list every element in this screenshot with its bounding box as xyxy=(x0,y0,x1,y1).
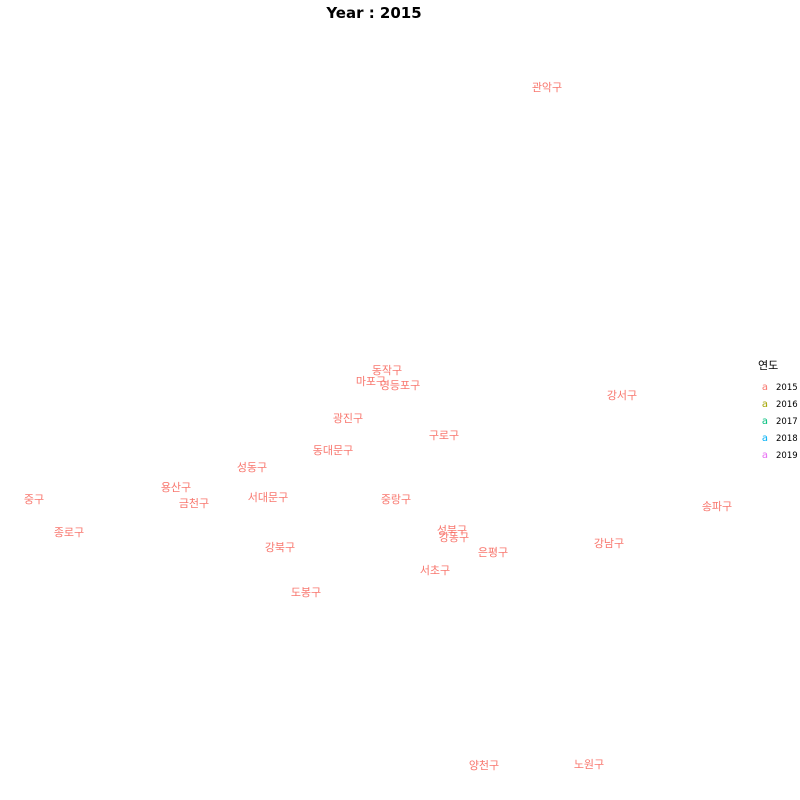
legend-key: a xyxy=(761,416,769,427)
legend-item: a 2017 xyxy=(758,413,798,430)
point-label: 성북구 xyxy=(437,524,467,537)
point-label: 동대문구 xyxy=(313,444,353,457)
legend-item: a 2016 xyxy=(758,396,798,413)
point-label: 양천구 xyxy=(469,758,499,772)
point-label: 종로구 xyxy=(54,526,84,539)
legend-key: a xyxy=(761,399,769,410)
chart-title: Year : 2015 xyxy=(326,4,422,22)
point-label: 은평구 xyxy=(478,546,508,559)
point-label: 중랑구 xyxy=(381,493,411,506)
legend-label: 2015 xyxy=(776,382,798,393)
legend-key: a xyxy=(761,450,769,461)
legend-label: 2019 xyxy=(776,450,798,461)
legend-key: a xyxy=(761,382,769,393)
point-label: 중구 xyxy=(24,493,44,506)
point-label: 구로구 xyxy=(429,429,459,442)
point-label: 영등포구 xyxy=(380,379,420,392)
legend-items: a 2015 a 2016 a 2017 a 2018 a 2019 xyxy=(758,379,798,464)
legend-item: a 2018 xyxy=(758,430,798,447)
legend-key: a xyxy=(761,433,769,444)
point-label: 금천구 xyxy=(179,496,209,510)
legend-title: 연도 xyxy=(758,359,779,372)
point-label: 도봉구 xyxy=(291,586,321,599)
legend-item: a 2015 xyxy=(758,379,798,396)
point-label: 서대문구 xyxy=(248,491,288,504)
point-label: 마포구 xyxy=(356,375,386,388)
point-label: 강동구 xyxy=(439,531,469,544)
point-label: 강남구 xyxy=(594,537,624,550)
legend-label: 2017 xyxy=(776,416,798,427)
legend-label: 2016 xyxy=(776,399,798,410)
point-label: 노원구 xyxy=(574,758,604,771)
point-label: 강북구 xyxy=(265,541,295,554)
legend-item: a 2019 xyxy=(758,447,798,464)
legend-label: 2018 xyxy=(776,433,798,444)
point-label: 광진구 xyxy=(333,412,363,425)
point-label: 송파구 xyxy=(702,500,732,513)
point-label: 용산구 xyxy=(161,481,191,494)
legend: 연도 a 2015 a 2016 a 2017 a 2018 a 2019 xyxy=(758,357,798,464)
point-label: 동작구 xyxy=(372,364,402,377)
point-label: 성동구 xyxy=(237,461,267,474)
point-label: 강서구 xyxy=(607,389,637,402)
point-label: 관악구 xyxy=(532,81,562,94)
point-label: 서초구 xyxy=(420,564,450,577)
